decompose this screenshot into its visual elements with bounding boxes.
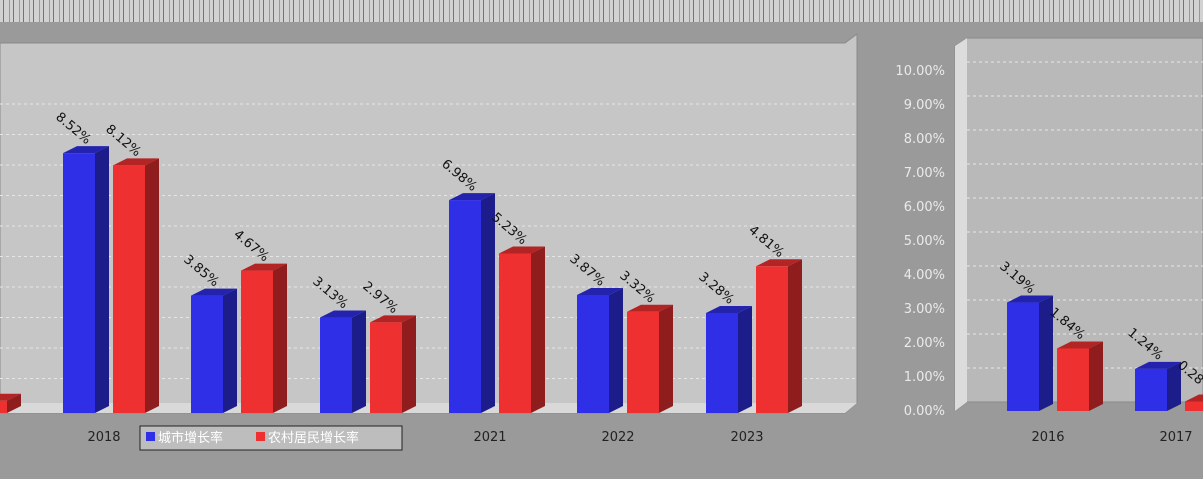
y-tick-label: 3.00% xyxy=(904,302,945,317)
bar-blue-2023-top xyxy=(706,305,752,313)
x-tick-label: 2018 xyxy=(87,430,120,445)
bar-blue-2016-side xyxy=(1039,295,1053,411)
bar-red-2016-side xyxy=(1089,341,1103,411)
bar-red-2019-top xyxy=(241,263,287,271)
bar-blue-2019-top xyxy=(191,288,237,296)
bar-blue-2023-side xyxy=(738,305,752,413)
legend-swatch-red xyxy=(256,432,265,441)
bar-blue-2017-top xyxy=(1135,361,1181,369)
bar-blue-2017 xyxy=(1135,368,1167,411)
bar-red-2023-side xyxy=(788,259,802,413)
x-tick-label: 2022 xyxy=(601,430,634,445)
bar-red-2022-top xyxy=(627,304,673,312)
bar-red-2020-side xyxy=(402,315,416,413)
y-tick-label: 2.00% xyxy=(904,336,945,351)
bar-blue-2018-top xyxy=(63,146,109,154)
legend-swatch-blue xyxy=(146,432,155,441)
x-tick-label: 2016 xyxy=(1031,430,1064,445)
bar-red-2021-side xyxy=(531,246,545,413)
bar-red-2022 xyxy=(627,311,659,413)
bar-blue-2022 xyxy=(577,294,609,413)
bar-blue-2022-side xyxy=(609,287,623,413)
y-tick-label: 10.00% xyxy=(895,64,945,79)
bar-red-2023 xyxy=(756,266,788,413)
bar-red-2016-top xyxy=(1057,341,1103,349)
legend-box xyxy=(139,425,403,451)
bar-red-2018-top xyxy=(113,158,159,166)
bar-blue-2020 xyxy=(320,317,352,413)
bar-red-2019 xyxy=(241,270,273,413)
x-tick-label: 2017 xyxy=(1159,430,1192,445)
bar-red-2019-side xyxy=(273,263,287,413)
bar-blue-2022-top xyxy=(577,287,623,295)
y-tick-label: 6.00% xyxy=(904,200,945,215)
bar-red-2021-top xyxy=(499,246,545,254)
bar-red-2018-side xyxy=(145,158,159,413)
bar-red-partial-side xyxy=(7,393,21,413)
bar-red-2018 xyxy=(113,165,145,413)
y-tick-label: 0.00% xyxy=(904,404,945,419)
bar-blue-2021 xyxy=(449,200,481,413)
right-plot-wall xyxy=(955,38,967,411)
bar-red-2017-top xyxy=(1185,394,1203,402)
bar-blue-2023 xyxy=(706,312,738,413)
bar-blue-2020-side xyxy=(352,310,366,413)
bar-blue-2019-side xyxy=(223,288,237,413)
bar-blue-2017-side xyxy=(1167,361,1181,411)
bar-red-2021 xyxy=(499,253,531,413)
legend-label-red: 农村居民增长率 xyxy=(268,430,359,446)
bar-red-2020 xyxy=(370,322,402,413)
y-tick-label: 8.00% xyxy=(904,132,945,147)
bar-blue-2018 xyxy=(63,153,95,413)
bar-blue-2019 xyxy=(191,295,223,413)
bar-red-2017 xyxy=(1185,401,1203,411)
y-tick-label: 1.00% xyxy=(904,370,945,385)
bar-red-2020-top xyxy=(370,315,416,323)
bar-blue-2016-top xyxy=(1007,295,1053,303)
legend-label-blue: 城市增长率 xyxy=(158,430,223,446)
y-tick-label: 7.00% xyxy=(904,166,945,181)
y-tick-label: 4.00% xyxy=(904,268,945,283)
bar-blue-2018-side xyxy=(95,146,109,413)
y-tick-label: 5.00% xyxy=(904,234,945,249)
bar-blue-2021-side xyxy=(481,193,495,413)
bar-red-partial-top xyxy=(0,393,21,401)
x-tick-label: 2021 xyxy=(473,430,506,445)
x-tick-label: 2023 xyxy=(730,430,763,445)
bar-red-2016 xyxy=(1057,348,1089,411)
bar-blue-2020-top xyxy=(320,310,366,318)
bar-red-2022-side xyxy=(659,304,673,413)
bar-blue-2016 xyxy=(1007,302,1039,411)
bar-red-2023-top xyxy=(756,259,802,267)
bar-red-partial xyxy=(0,400,7,413)
header-noise-strip xyxy=(0,0,1203,22)
bar-blue-2021-top xyxy=(449,193,495,201)
y-tick-label: 9.00% xyxy=(904,98,945,113)
